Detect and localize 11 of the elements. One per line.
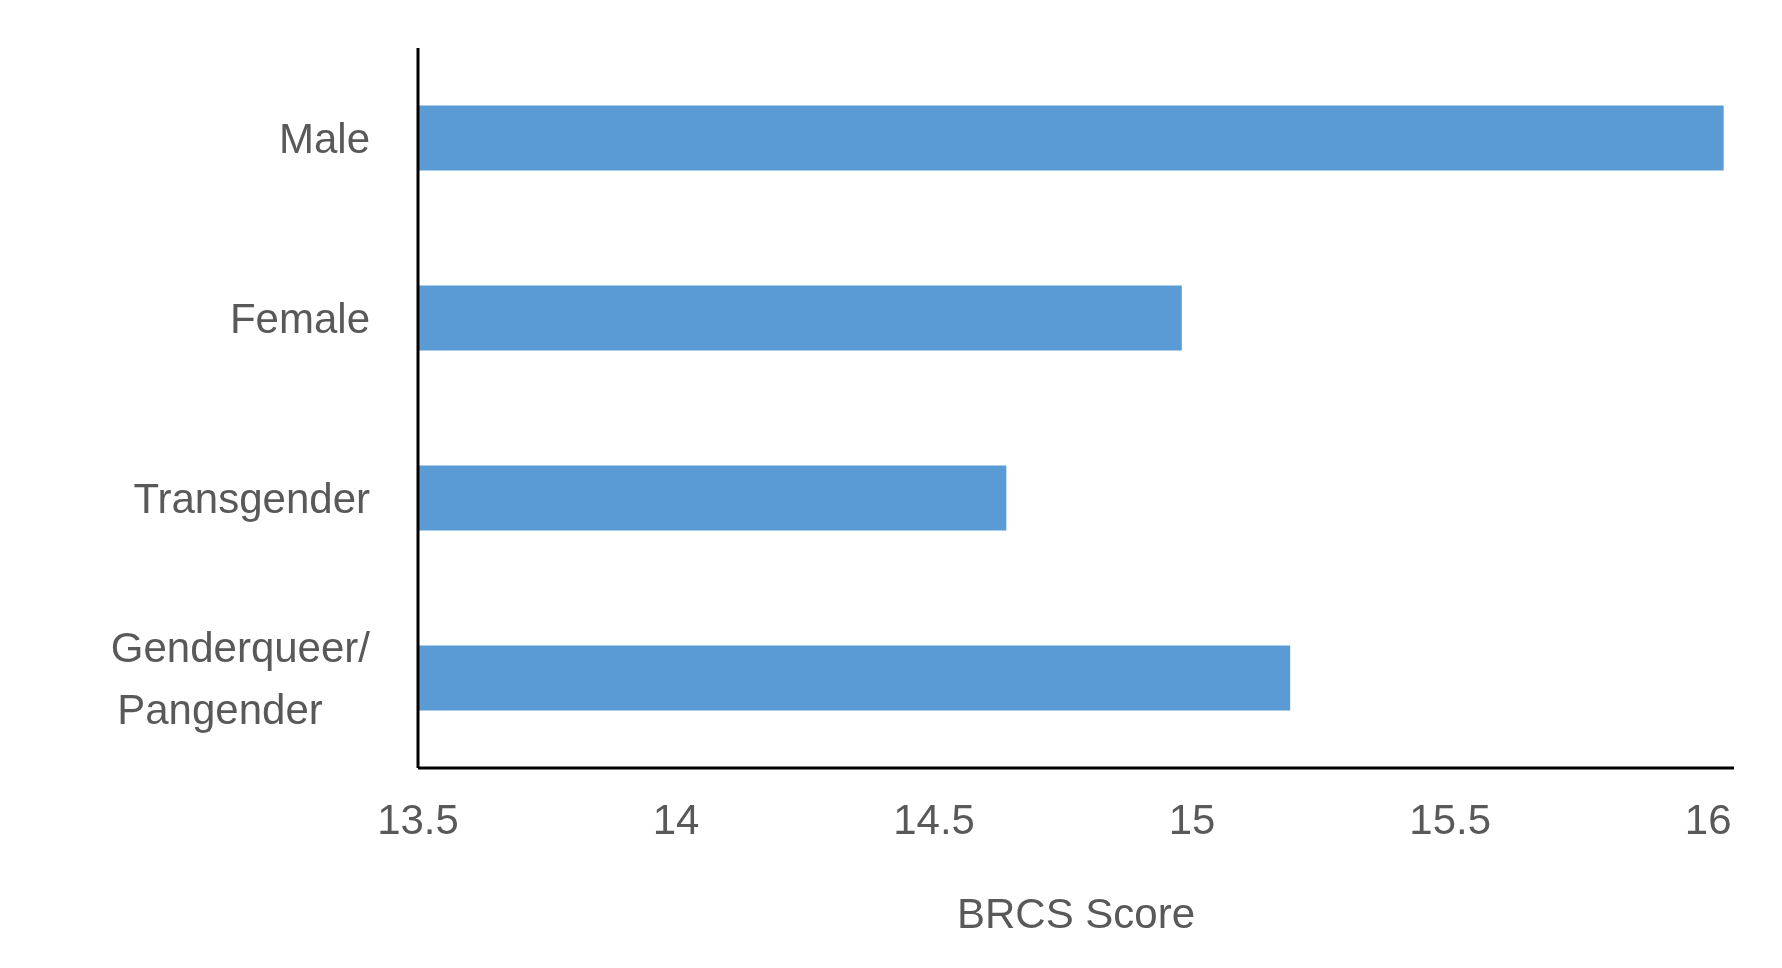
x-tick-label: 14	[652, 795, 700, 843]
x-tick-label: 15.5	[1409, 795, 1492, 843]
x-tick-label: 13.5	[377, 795, 459, 843]
x-axis-title: BRCS Score	[956, 890, 1196, 937]
x-tick-label: 15	[1168, 795, 1216, 843]
y-tick-label: Female	[229, 294, 370, 342]
y-tick-label: Genderqueer/ Pangender	[110, 623, 371, 733]
x-tick-label: 16	[1684, 795, 1732, 843]
y-tick-label: Male	[278, 114, 370, 162]
x-tick-label: 14.5	[893, 795, 975, 843]
y-tick-label: Transgender	[133, 474, 371, 522]
